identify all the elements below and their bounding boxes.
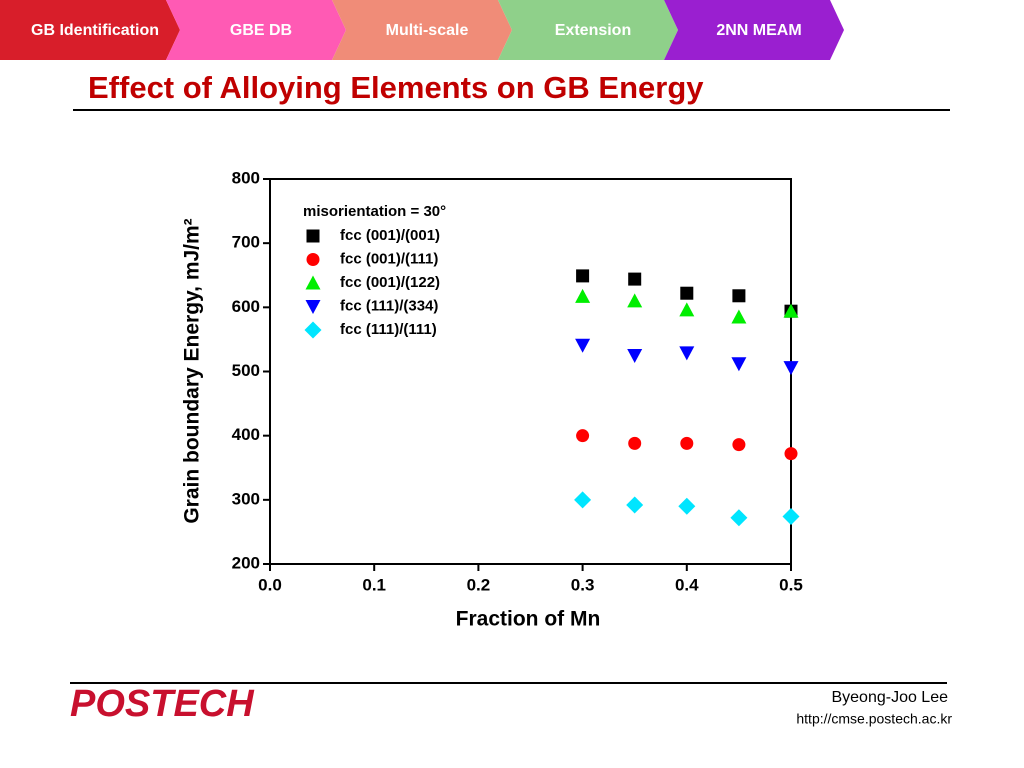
legend-title: misorientation = 30° [303,203,446,220]
nav-tab[interactable] [498,0,678,60]
nav-label[interactable]: Extension [555,22,631,39]
data-point [784,447,798,461]
y-tick-label: 200 [232,553,260,572]
data-point [679,302,695,317]
y-tick-label: 600 [232,297,260,316]
data-point [680,436,694,450]
x-tick-label: 0.5 [779,575,803,594]
nav-tab[interactable] [166,0,346,60]
x-tick-label: 0.3 [571,575,595,594]
legend-label: fcc (001)/(122) [340,274,440,291]
data-point [782,508,800,526]
legend-marker [306,229,320,243]
x-tick-label: 0.0 [258,575,282,594]
nav-tab[interactable] [332,0,512,60]
y-tick-label: 500 [232,361,260,380]
y-tick-label: 400 [232,425,260,444]
y-tick-label: 800 [232,168,260,187]
author: Byeong-Joo Lee [831,689,948,706]
data-point [731,357,747,372]
data-point [576,269,590,283]
nav-tab[interactable] [664,0,844,60]
x-axis-label: Fraction of Mn [456,608,601,631]
x-tick-label: 0.2 [467,575,491,594]
y-axis-label: Grain boundary Energy, mJ/m² [181,218,204,523]
slide-title: Effect of Alloying Elements on GB Energy [88,70,704,105]
data-point [732,289,746,303]
nav-label[interactable]: GBE DB [230,22,292,39]
data-point [730,509,748,527]
data-point [627,293,643,308]
nav-label[interactable]: GB Identification [31,22,159,39]
data-point [575,338,591,353]
legend-label: fcc (111)/(111) [340,321,437,338]
legend-label: fcc (001)/(001) [340,227,440,244]
x-tick-label: 0.4 [675,575,699,594]
logo: POSTECH [70,683,255,725]
data-point [626,496,644,514]
legend-label: fcc (111)/(334) [340,297,438,314]
data-point [576,429,590,443]
data-point [783,361,799,376]
nav-label[interactable]: 2NN MEAM [716,22,801,39]
data-point [732,438,746,452]
data-point [731,309,747,324]
y-tick-label: 300 [232,489,260,508]
data-point [678,497,696,515]
url: http://cmse.postech.ac.kr [796,711,952,727]
nav-label[interactable]: Multi-scale [386,22,469,39]
data-point [680,286,694,300]
nav-tab[interactable] [0,0,180,60]
data-point [575,288,591,303]
legend-marker [306,253,320,266]
data-point [783,303,799,318]
legend-marker [305,300,321,314]
data-point [679,346,695,361]
legend-marker [305,275,321,290]
data-point [574,491,592,509]
legend-marker [304,321,322,339]
data-point [628,272,642,286]
data-point [627,348,643,363]
legend-label: fcc (001)/(111) [340,250,438,267]
data-point [628,436,642,450]
x-tick-label: 0.1 [362,575,386,594]
y-tick-label: 700 [232,233,260,252]
